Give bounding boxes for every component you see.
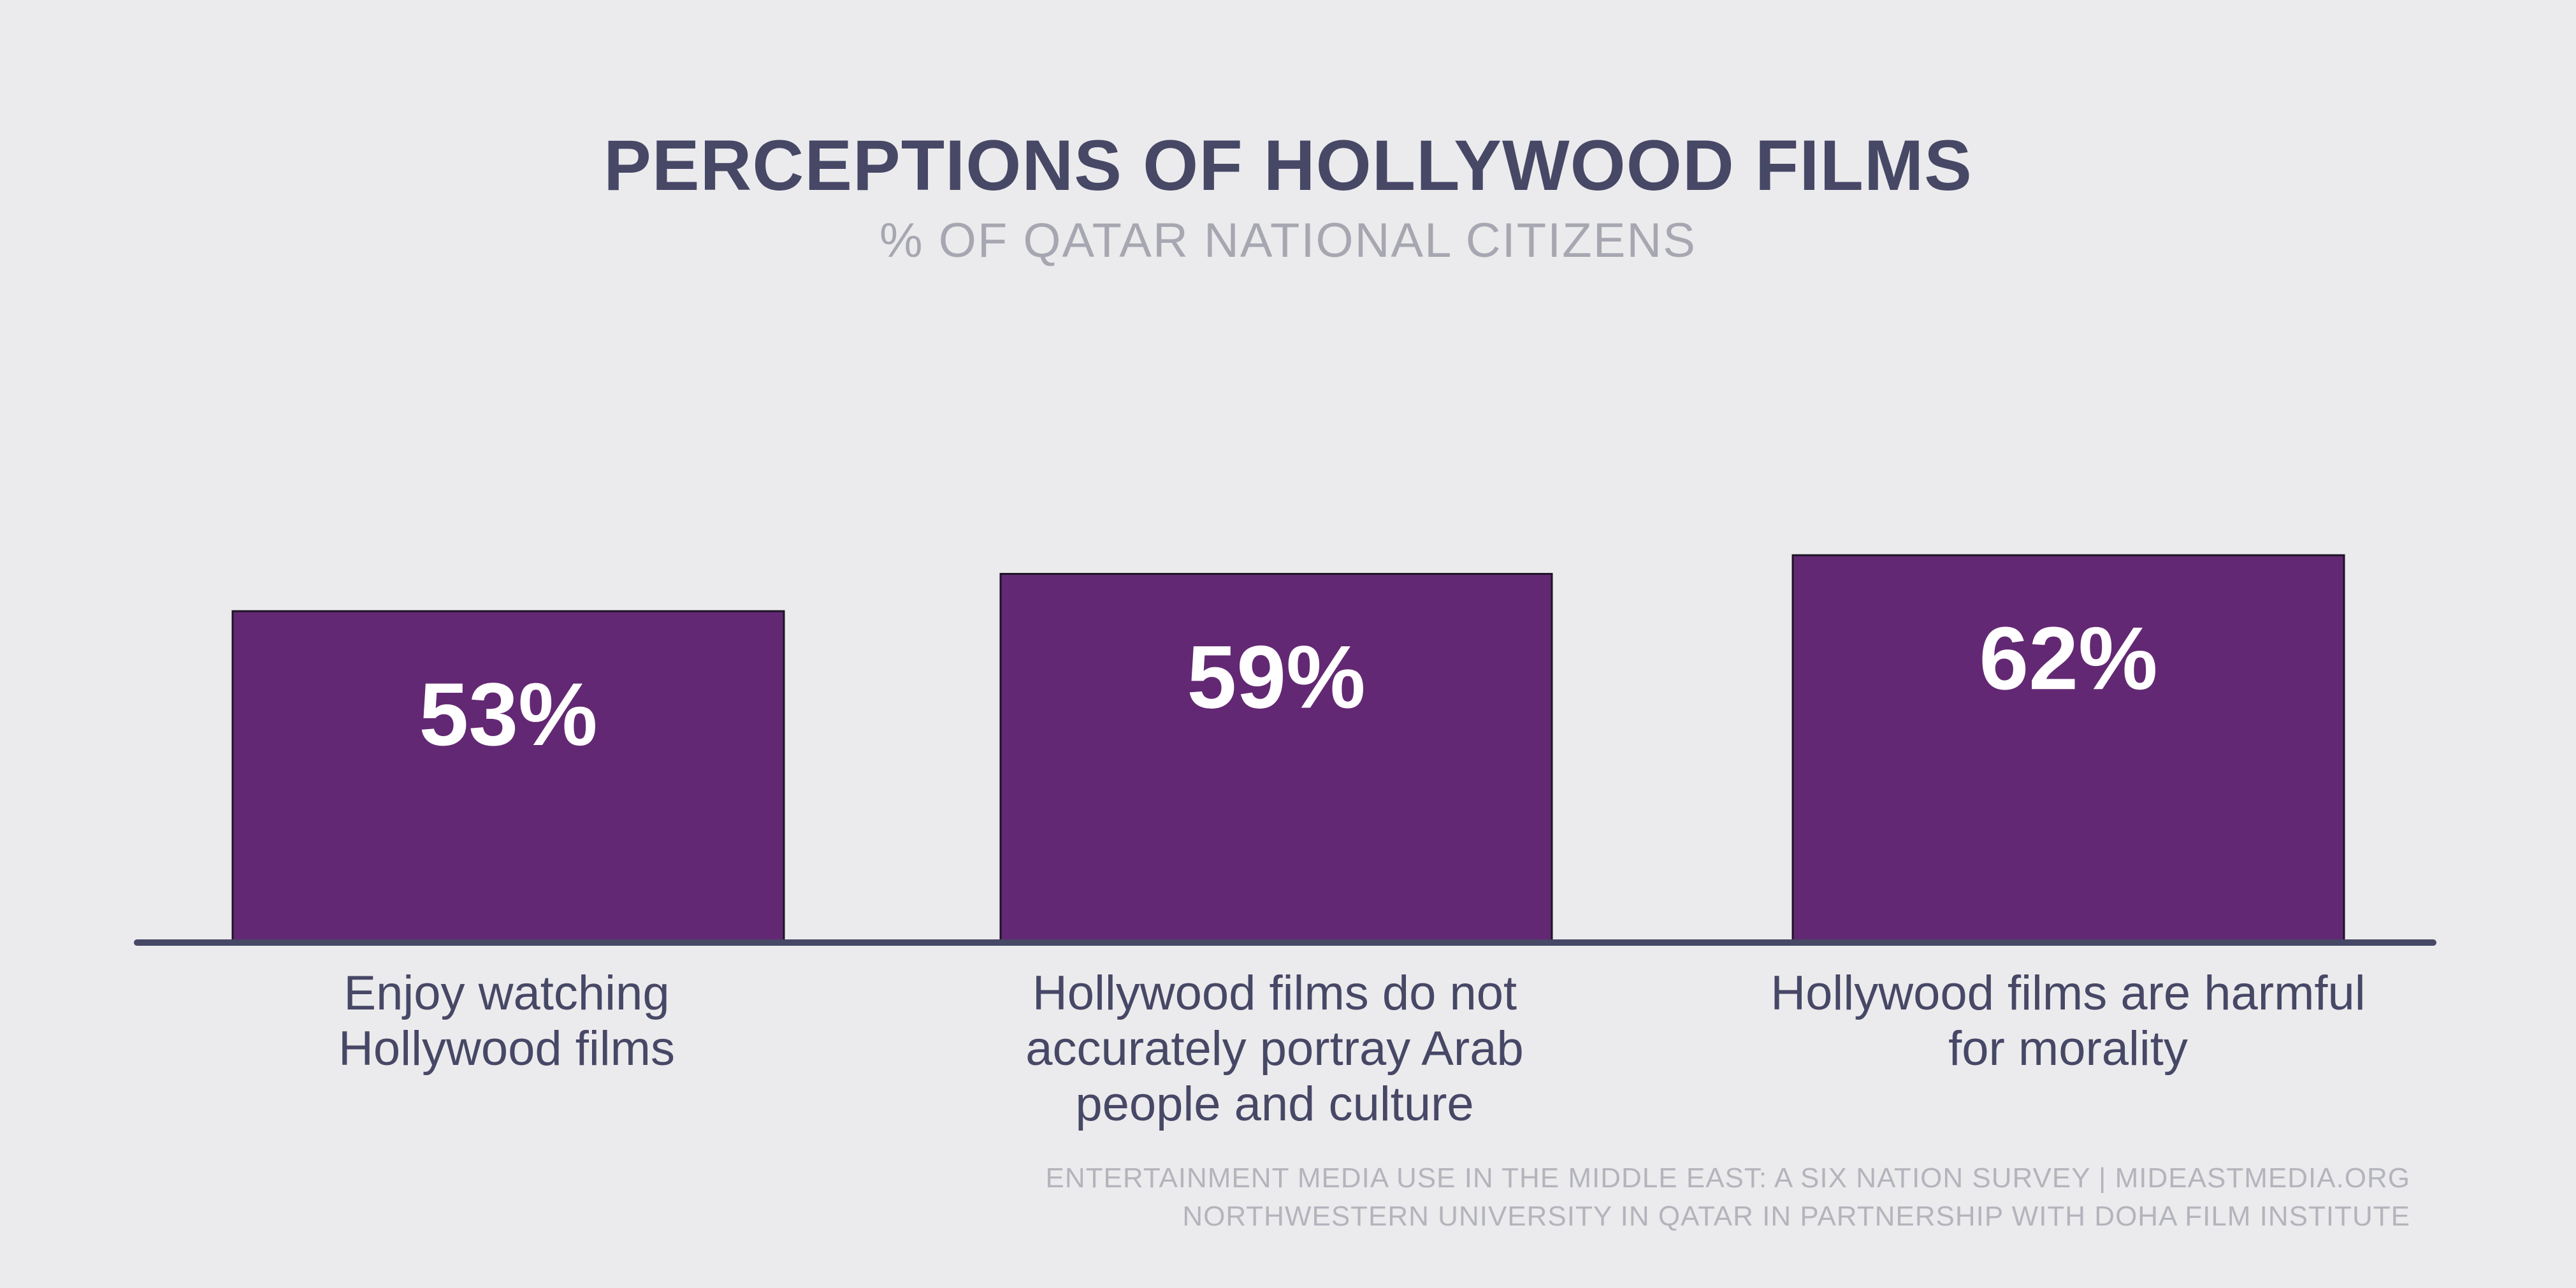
category-label-2-line-3: people and culture (1075, 1077, 1474, 1131)
bar-2 (999, 572, 1553, 942)
chart-subtitle: % OF QATAR NATIONAL CITIZENS (879, 213, 1697, 268)
category-label-3: Hollywood films are harmful for morality (1749, 966, 2387, 1076)
bar-3 (1791, 554, 2345, 942)
bar-value-label-3: 62% (1979, 608, 2157, 708)
chart-title: PERCEPTIONS OF HOLLYWOOD FILMS (604, 126, 1972, 205)
bar-value-label-2: 59% (1187, 626, 1365, 727)
bar-value-label-1: 53% (419, 664, 597, 764)
category-label-2-line-2: accurately portray Arab (1025, 1022, 1524, 1076)
bars-group: 53% 59% 62% (231, 554, 2345, 942)
category-label-1: Enjoy watching Hollywood films (188, 966, 825, 1076)
bar-1 (231, 610, 785, 942)
category-label-2: Hollywood films do not accurately portra… (956, 966, 1593, 1132)
source-line-1: ENTERTAINMENT MEDIA USE IN THE MIDDLE EA… (1045, 1162, 2410, 1194)
category-label-3-line-2: for morality (1948, 1022, 2188, 1076)
category-label-3-line-1: Hollywood films are harmful (1770, 966, 2366, 1020)
category-label-2-line-1: Hollywood films do not (1032, 966, 1517, 1020)
category-label-1-line-2: Hollywood films (338, 1022, 675, 1076)
source-line-2: NORTHWESTERN UNIVERSITY IN QATAR IN PART… (1182, 1201, 2410, 1232)
category-label-1-line-1: Enjoy watching (344, 966, 670, 1020)
